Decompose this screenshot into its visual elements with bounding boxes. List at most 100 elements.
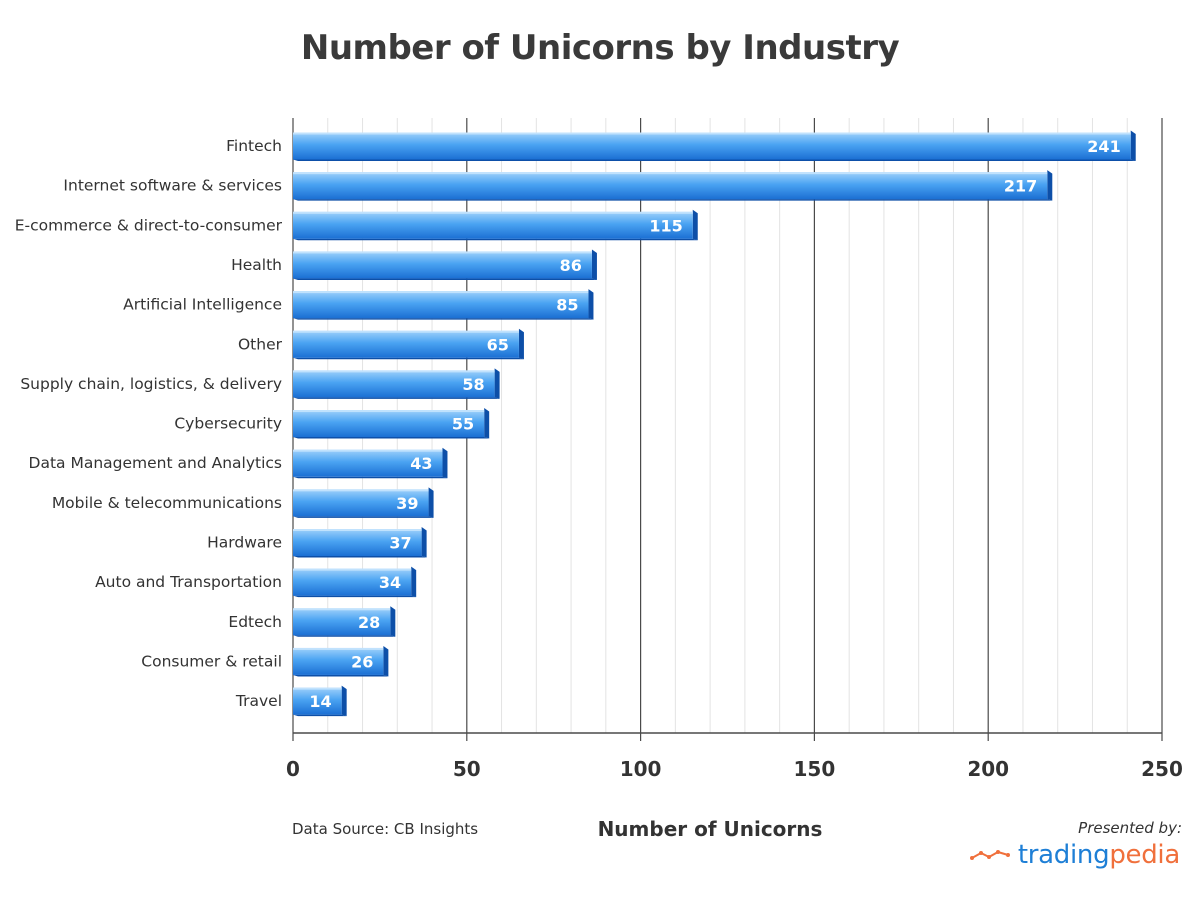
bar-side-face [428,487,434,518]
bar-highlight [293,687,342,690]
bar-highlight [293,608,391,611]
bars: 241 217 115 86 85 65 58 55 43 39 37 34 28 26 14 [293,130,1136,717]
bar-side-face [1047,170,1053,201]
bar [293,608,391,636]
bar [293,291,589,319]
x-tick-label: 100 [620,757,662,781]
bar [293,568,412,596]
bar-highlight [293,291,589,294]
bar-highlight [293,172,1048,175]
bar-bottom-face [293,556,427,558]
bar-side-face [442,447,448,479]
bar-bottom-face [293,238,698,241]
bar-side-face [591,249,597,280]
brand-name: tradingpedia [1018,840,1180,870]
bar-side-face [383,645,389,677]
bar [293,449,443,477]
bar-value-label: 58 [462,375,484,394]
bar-group: 115 [293,209,698,241]
bar [293,211,693,239]
x-tick-label: 0 [286,757,300,781]
bar-bottom-face [293,595,417,598]
category-label: Auto and Transportation [95,573,282,591]
bar-value-label: 34 [379,573,401,592]
bar-side-face [411,566,417,598]
bar-side-face [341,685,347,717]
category-label: Edtech [228,613,282,631]
category-label: Other [238,335,283,353]
bar-side-face [692,209,698,241]
bar-value-label: 39 [396,494,418,513]
bar [293,410,485,438]
bar-value-label: 86 [560,256,582,275]
category-label: Health [231,256,282,274]
bar-highlight [293,211,693,214]
category-label: Fintech [226,137,282,155]
category-label: Hardware [207,534,282,552]
bar-side-face [494,368,500,399]
bar-bottom-face [293,159,1136,161]
category-label: Travel [235,692,282,710]
bar-group: 39 [293,487,434,518]
bar-group: 217 [293,170,1053,201]
bar-value-label: 241 [1087,137,1120,156]
bar-highlight [293,132,1131,135]
bar-bottom-face [293,199,1053,201]
category-label: Consumer & retail [141,652,282,670]
brand-part2: pedia [1109,840,1180,870]
category-label: Cybersecurity [174,415,282,433]
bar [293,370,495,398]
line-chart-icon [969,850,1010,860]
bar-highlight [293,449,443,452]
bar-group: 86 [293,249,597,280]
bar-group: 14 [293,685,347,717]
bar-group: 58 [293,368,500,399]
bar-group: 37 [293,527,427,558]
bar-bottom-face [293,397,500,399]
brand-logo[interactable]: tradingpedia [969,840,1180,870]
category-label: Internet software & services [63,177,282,195]
bar [293,330,519,358]
brand-part1: trading [1017,840,1110,870]
x-tick-label: 150 [794,757,836,781]
bar-highlight [293,489,429,492]
data-source: Data Source: CB Insights [292,820,479,838]
x-tick-label: 250 [1141,757,1183,781]
bar-value-label: 26 [351,652,373,671]
bar-value-label: 85 [556,296,578,315]
category-label: Data Management and Analytics [29,454,282,472]
bar-bottom-face [293,714,347,717]
x-axis-title: Number of Unicorns [597,817,823,841]
category-label: Supply chain, logistics, & delivery [20,375,282,393]
bar-group: 85 [293,289,594,320]
bar-value-label: 217 [1004,177,1037,196]
bar-bottom-face [293,635,396,637]
x-tick-label: 50 [453,757,481,781]
bar-group: 34 [293,566,417,598]
bar-bottom-face [293,476,448,479]
bar-side-face [588,289,594,320]
bar-highlight [293,330,519,333]
bar-group: 43 [293,447,448,479]
bar-value-label: 43 [410,454,432,473]
bar [293,251,592,279]
bar-value-label: 14 [309,692,331,711]
bar-group: 28 [293,606,396,637]
bar-value-label: 28 [358,613,380,632]
bar-highlight [293,647,384,650]
bar-group: 55 [293,408,490,439]
x-axis: 0 50 100 150 200 250 [286,732,1183,781]
bar-bottom-face [293,516,434,518]
bar-highlight [293,529,422,531]
bar-value-label: 115 [649,216,682,235]
bar [293,529,422,556]
category-label: Artificial Intelligence [123,296,282,314]
bar [293,647,384,675]
bar [293,172,1048,200]
bar-side-face [390,606,396,637]
bar-side-face [1130,130,1136,161]
presented-by: Presented by: [1078,819,1182,837]
category-labels: Fintech Internet software & services E-com… [15,137,283,710]
bar [293,489,429,517]
